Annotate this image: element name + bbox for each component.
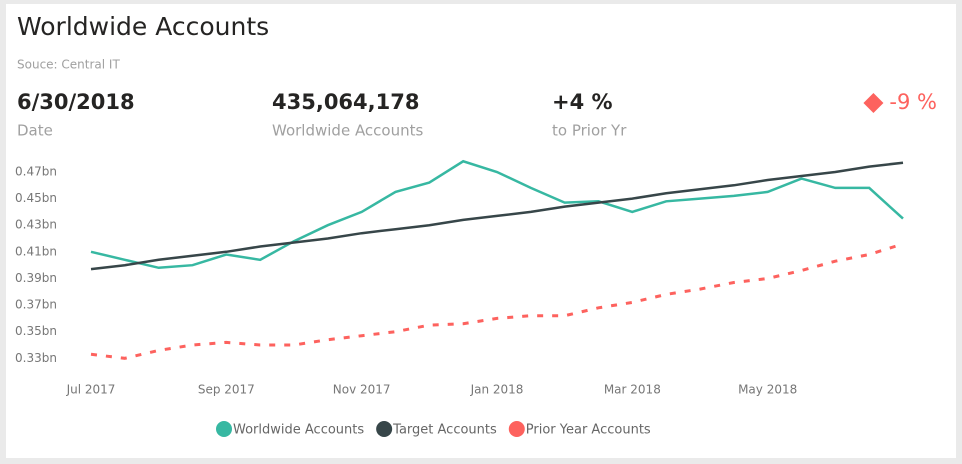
y-tick-label: 0.45bn: [15, 191, 57, 205]
y-tick-label: 0.33bn: [15, 351, 57, 365]
legend-label: Worldwide Accounts: [233, 423, 364, 438]
kpi-value: 6/30/2018: [17, 90, 135, 114]
source: Souce: Central IT: [17, 58, 120, 72]
y-tick-label: 0.43bn: [15, 218, 57, 232]
delta-icon: [863, 93, 884, 113]
legend-label: Prior Year Accounts: [526, 423, 651, 438]
legend-marker: [216, 421, 232, 437]
kpi-delta: -9 %: [889, 90, 937, 114]
series-line: [90, 161, 904, 271]
x-tick-label: Nov 2017: [333, 383, 391, 397]
series-line: [90, 159, 904, 270]
x-tick-label: Jan 2018: [470, 383, 524, 397]
x-tick-label: Mar 2018: [604, 383, 661, 397]
x-tick-label: May 2018: [738, 383, 797, 397]
x-tick-label: Sep 2017: [198, 383, 255, 397]
kpi-value: 435,064,178: [272, 90, 419, 114]
kpi-label: Worldwide Accounts: [272, 122, 424, 140]
y-tick-label: 0.41bn: [15, 244, 57, 258]
x-tick-label: Jul 2017: [66, 383, 116, 397]
y-tick-label: 0.39bn: [15, 271, 57, 285]
legend-marker: [508, 421, 525, 437]
kpi-value: +4 %: [552, 90, 613, 114]
title: Worldwide Accounts: [17, 12, 269, 41]
legend-marker: [376, 421, 393, 437]
y-tick-label: 0.35bn: [15, 324, 57, 338]
chart: Worldwide Accounts Souce: Central IT 6/3…: [15, 12, 937, 438]
y-tick-label: 0.37bn: [15, 298, 57, 312]
kpi-label: Date: [17, 122, 53, 140]
card: Worldwide Accounts Souce: Central IT 6/3…: [6, 4, 956, 458]
series-line: [90, 242, 904, 360]
legend-label: Target Accounts: [392, 423, 497, 438]
y-tick-label: 0.47bn: [15, 164, 57, 178]
kpi-label: to Prior Yr: [552, 122, 627, 140]
